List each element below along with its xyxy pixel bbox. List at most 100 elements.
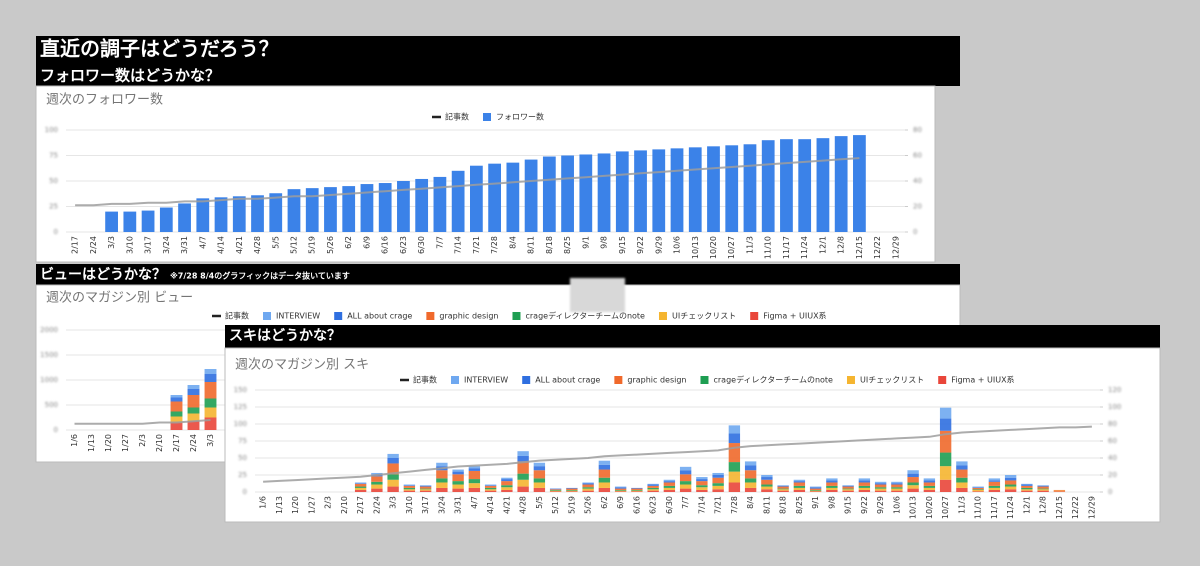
legend-label: ALL about crage [347,312,412,321]
x-tick-label: 6/16 [381,236,390,254]
section-header-bar [225,325,1160,348]
bar-segment [566,491,578,492]
section-heading: フォロワー数はどうかな？ [40,67,220,85]
bar [597,153,611,232]
bar [579,154,593,232]
y2-tick-label: 20 [1108,471,1117,479]
bar-segment [549,489,562,491]
bar-segment [354,483,367,484]
bar-segment [826,485,838,488]
x-tick-label: 7/21 [714,496,723,514]
bar-segment [1037,485,1049,486]
bar-segment [956,461,968,466]
bar [305,188,319,232]
x-tick-label: 10/20 [925,496,934,519]
bar-segment [582,487,594,489]
bar-segment [371,484,383,489]
bar [287,189,301,232]
bar [178,203,191,232]
x-tick-label: 7/7 [681,496,690,509]
bar-segment [647,489,659,491]
bar-segment [939,479,952,492]
bar-segment [387,474,399,480]
x-tick-label: 12/22 [873,236,882,259]
bar-segment [598,460,611,465]
bar-segment [614,490,627,492]
bar [269,193,283,232]
bar [433,176,447,232]
bar-segment [501,487,513,490]
x-tick-label: 6/30 [665,496,674,514]
bar-segment [744,482,757,488]
y2-tick-label: 100 [1108,403,1121,411]
x-tick-label: 4/28 [519,496,528,514]
bar-segment [858,485,871,488]
bar-segment [679,488,692,492]
x-tick-label: 3/3 [206,434,215,447]
bar-segment [907,470,919,474]
legend-swatch [750,312,759,320]
bar-segment [517,461,529,474]
bar-segment [891,490,903,492]
x-tick-label: 9/15 [844,496,853,514]
x-tick-label: 2/17 [172,434,181,452]
legend-label: Figma + UIUX系 [951,375,1014,385]
x-tick-label: 1/27 [307,496,316,514]
bar [378,183,392,232]
bar-segment [436,470,448,479]
x-tick-label: 1/13 [87,434,96,452]
bar-segment [712,477,724,484]
bar-segment [170,422,183,430]
bar-segment [1021,487,1033,490]
x-tick-label: 3/24 [437,496,446,514]
bar-segment [874,490,887,492]
bar-segment [1053,489,1066,491]
bar-segment [598,482,611,488]
bar-segment [663,487,676,490]
x-tick-label: 11/10 [974,496,983,519]
x-tick-label: 11/24 [1006,496,1015,519]
y2-tick-label: 80 [913,126,922,134]
y-tick-label: 500 [45,401,58,409]
bar [670,148,684,232]
bar [780,139,793,232]
bar-segment [403,485,416,488]
bar-segment [204,417,217,430]
bar-segment [452,474,464,482]
bar-segment [468,487,481,492]
bar-segment [647,490,659,492]
x-tick-label: 11/17 [990,496,999,519]
bar-segment [501,485,513,488]
x-tick-label: 7/28 [730,496,739,514]
x-tick-label: 9/29 [876,496,885,514]
bar [488,163,502,232]
bar-segment [468,470,481,480]
bar-segment [1004,477,1017,481]
bar-segment [777,488,789,490]
bar [542,156,556,232]
bar [725,145,739,232]
legend-swatch [263,312,271,320]
legend-swatch [522,376,531,384]
bar [652,149,666,232]
bar-segment [598,477,611,483]
y-tick-label: 1000 [40,376,58,384]
bar-segment [663,482,676,486]
x-tick-label: 5/5 [535,496,544,509]
bar-segment [858,487,871,490]
bar-segment [809,491,822,492]
legend-swatch [426,312,435,320]
x-tick-label: 4/14 [217,236,226,254]
bar-segment [614,489,627,491]
x-tick-label: 4/7 [470,496,479,509]
x-tick-label: 6/23 [399,236,408,254]
line-series [263,425,1092,483]
bar-segment [956,482,968,488]
bar-segment [972,491,984,492]
y2-tick-label: 80 [1108,420,1117,428]
x-tick-label: 6/30 [417,236,426,254]
x-tick-label: 2/24 [372,496,381,514]
x-tick-label: 12/8 [837,236,846,254]
bar [615,151,629,232]
